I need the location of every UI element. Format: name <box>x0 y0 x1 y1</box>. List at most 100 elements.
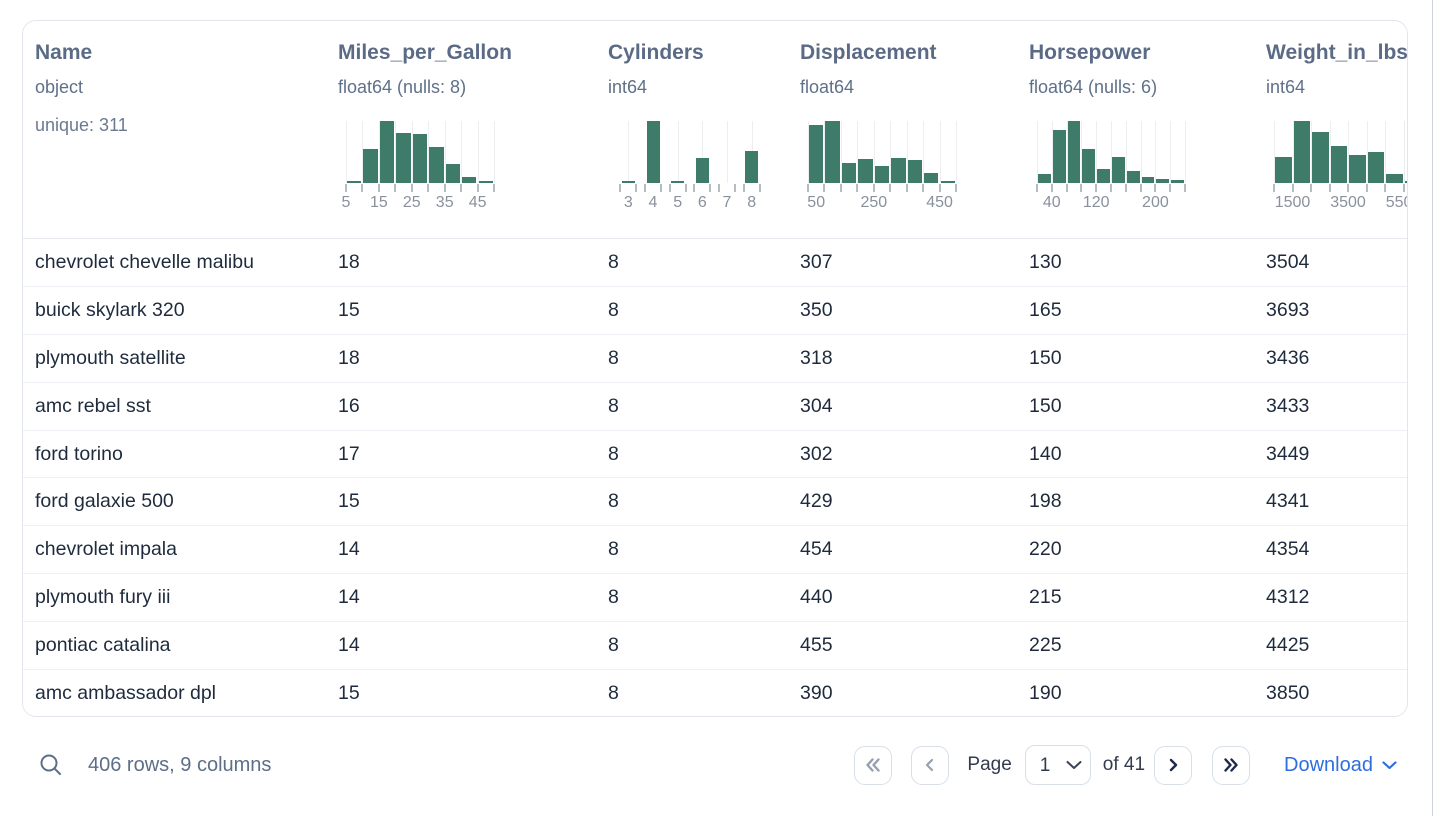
magnifier-icon <box>40 754 61 775</box>
cell: 4312 <box>1266 586 1310 609</box>
double-chevron-left-icon <box>866 758 881 772</box>
axis-tick-label: 35 <box>435 194 454 211</box>
column-header-Name: Name object unique: 311 <box>35 21 338 238</box>
cell: 215 <box>1029 586 1062 609</box>
last-page-button[interactable] <box>1212 745 1251 785</box>
column-header-Miles_per_Gallon: Miles_per_Gallon float64 (nulls: 8) 5 15 25 3… <box>338 21 608 238</box>
table-row: chevrolet impala 14 8 454 220 4354 <box>23 526 1407 575</box>
cell: pontiac catalina <box>35 634 171 657</box>
first-page-button[interactable] <box>854 745 893 785</box>
cell: 150 <box>1029 394 1062 417</box>
download-label: Download <box>1284 753 1373 776</box>
chevron-down-icon <box>1382 760 1397 769</box>
column-unique-count: unique: 311 <box>35 115 128 135</box>
column-dtype: float64 (nulls: 6) <box>1029 77 1158 97</box>
axis-tick-label: 6 <box>697 194 707 211</box>
cell: 190 <box>1029 682 1062 705</box>
cell: 8 <box>608 442 619 465</box>
table-row: amc ambassador dpl 15 8 390 190 3850 <box>23 670 1407 716</box>
column-header-Horsepower: Horsepower float64 (nulls: 6) 40 120 200 <box>1029 21 1266 238</box>
cell: 304 <box>800 394 833 417</box>
cell: 165 <box>1029 298 1062 321</box>
table-row: chevrolet chevelle malibu 18 8 307 130 3504 <box>23 239 1407 287</box>
footer: 406 rows, 9 columns Page 1 of 41 <box>22 735 1408 795</box>
table-row: plymouth satellite 18 8 318 150 3436 <box>23 335 1407 383</box>
cell: 440 <box>800 586 833 609</box>
cell: 220 <box>1029 538 1062 561</box>
table-row: plymouth fury iii 14 8 440 215 4312 <box>23 574 1407 623</box>
cell: 302 <box>800 442 833 465</box>
axis-tick-label: 250 <box>860 194 888 211</box>
next-page-button[interactable] <box>1154 745 1193 785</box>
cell: 8 <box>608 682 619 705</box>
column-header-Weight_in_lbs: Weight_in_lbs int64 1500 3500 5500 <box>1266 21 1408 238</box>
cell: 17 <box>338 442 360 465</box>
cell: 8 <box>608 586 619 609</box>
column-header-Displacement: Displacement float64 50 250 450 <box>800 21 1029 238</box>
cell: 8 <box>608 250 619 273</box>
cell: 8 <box>608 346 619 369</box>
axis-tick-label: 40 <box>1042 194 1061 211</box>
cell: chevrolet chevelle malibu <box>35 250 254 273</box>
cell: 318 <box>800 346 833 369</box>
download-button[interactable]: Download <box>1284 754 1397 777</box>
page-select[interactable]: 1 <box>1024 745 1091 785</box>
histogram-Weight_in_lbs: 1500 3500 5500 <box>1273 121 1407 216</box>
column-dtype: int64 <box>1266 77 1306 97</box>
cell: 15 <box>338 682 360 705</box>
column-title: Miles_per_Gallon <box>338 41 512 64</box>
histogram-Miles_per_Gallon: 5 15 25 35 45 <box>342 121 495 216</box>
cell: 15 <box>338 490 360 513</box>
previous-page-button[interactable] <box>911 745 950 785</box>
axis-tick-label: 4 <box>648 194 658 211</box>
axis-tick-label: 8 <box>747 194 757 211</box>
cell: 390 <box>800 682 833 705</box>
column-dtype: object <box>35 77 84 97</box>
column-title: Displacement <box>800 41 937 64</box>
axis-tick-label: 45 <box>468 194 487 211</box>
window-edge-divider <box>1432 0 1433 816</box>
cell: 8 <box>608 394 619 417</box>
cell: 8 <box>608 538 619 561</box>
cell: 429 <box>800 490 833 513</box>
cell: 307 <box>800 250 833 273</box>
double-chevron-right-icon <box>1224 758 1238 772</box>
chevron-right-icon <box>1169 758 1178 772</box>
cell: 150 <box>1029 346 1062 369</box>
cell: plymouth fury iii <box>35 586 171 609</box>
data-table-card: Name object unique: 311 Miles_per_Gallon flo… <box>22 20 1408 717</box>
search-button[interactable] <box>38 752 64 778</box>
cell: 454 <box>800 538 833 561</box>
axis-tick-label: 200 <box>1142 194 1169 211</box>
table-row: amc rebel sst 16 8 304 150 3433 <box>23 383 1407 431</box>
column-title: Weight_in_lbs <box>1266 41 1408 64</box>
cell: 4341 <box>1266 490 1310 513</box>
cell: ford torino <box>35 442 123 465</box>
cell: chevrolet impala <box>35 538 177 561</box>
page-count-label: of 41 <box>1102 754 1146 775</box>
chevron-left-icon <box>926 758 934 772</box>
cell: 350 <box>800 298 833 321</box>
axis-tick-label: 50 <box>807 194 826 211</box>
column-title: Name <box>35 41 93 64</box>
cell: 14 <box>338 586 360 609</box>
cell: 225 <box>1029 634 1062 657</box>
cell: 4354 <box>1266 538 1310 561</box>
cell: 14 <box>338 634 360 657</box>
rows: chevrolet chevelle malibu 18 8 307 130 3504 bu… <box>23 239 1407 716</box>
axis-tick-label: 3 <box>623 194 633 211</box>
cell: 140 <box>1029 442 1062 465</box>
cell: ford galaxie 500 <box>35 490 174 513</box>
axis-tick-label: 450 <box>926 194 953 211</box>
axis-tick-label: 120 <box>1082 194 1110 211</box>
pagination: Page 1 of 41 Download <box>854 745 1397 785</box>
axis-tick-label: 1500 <box>1274 194 1311 211</box>
table-row: buick skylark 320 15 8 350 165 3693 <box>23 287 1407 335</box>
axis-tick-label: 7 <box>722 194 732 211</box>
table-row: ford torino 17 8 302 140 3449 <box>23 431 1407 479</box>
cell: 8 <box>608 298 619 321</box>
cell: 3504 <box>1266 250 1310 273</box>
cell: 14 <box>338 538 360 561</box>
page-select-wrap: 1 <box>1024 745 1091 785</box>
